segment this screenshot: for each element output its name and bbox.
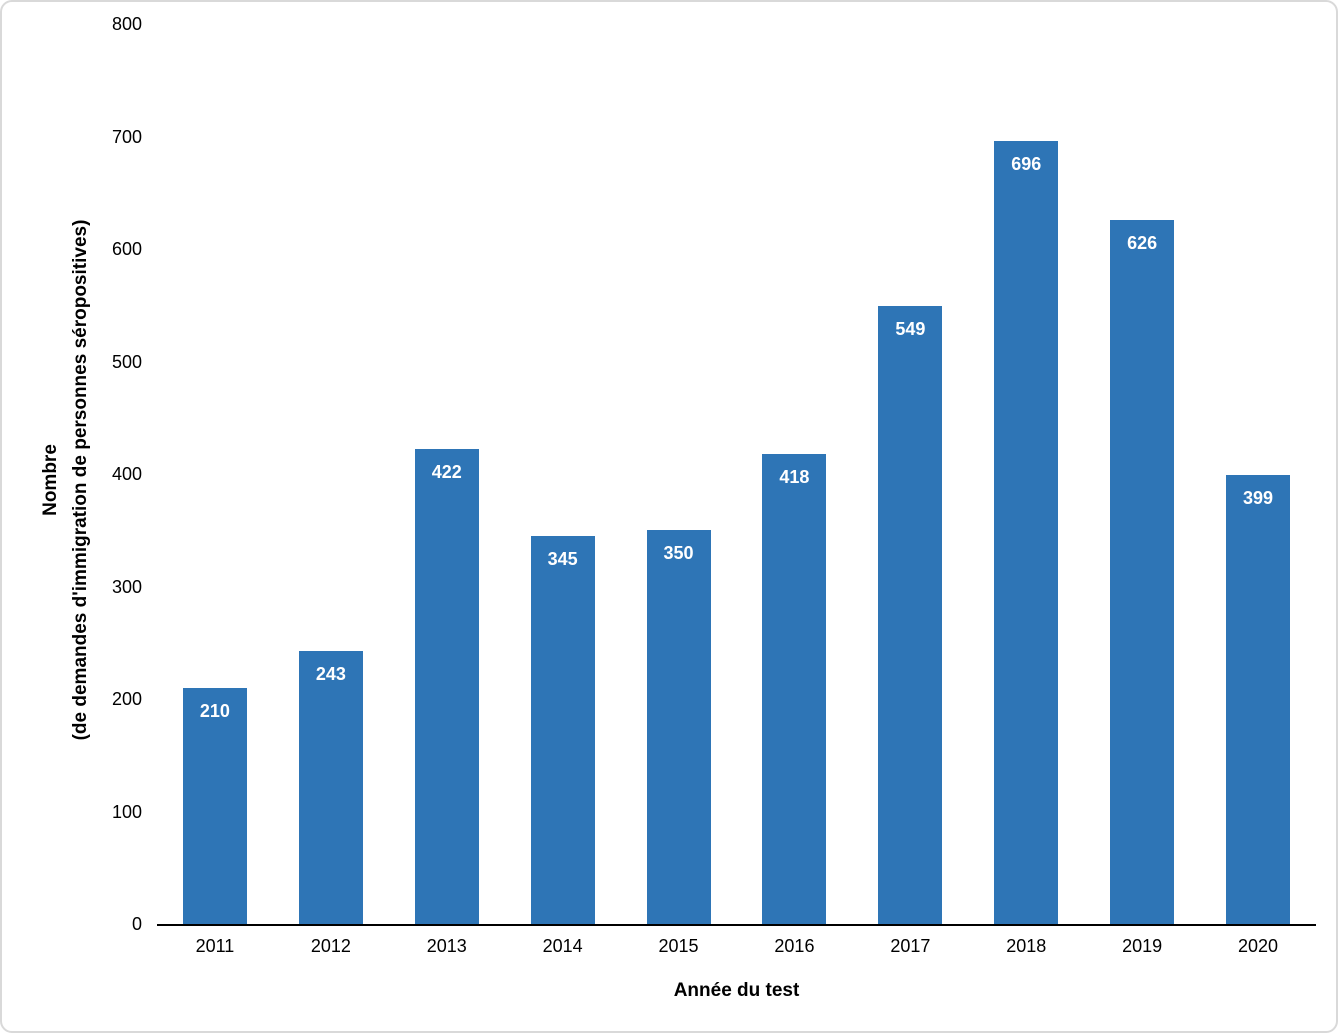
x-tick-label-2016: 2016 (774, 936, 815, 956)
y-tick-label-0: 0 (131, 914, 142, 934)
bar-2017: 549 (878, 306, 943, 924)
bar-2020: 399 (1226, 475, 1291, 924)
bar-value-label: 399 (1243, 488, 1274, 509)
plot-area: 210 243 422 345 350 418 549 696 626 399 (157, 24, 1316, 926)
x-axis-title: Année du test (673, 980, 800, 1001)
y-tick-label-600: 600 (111, 239, 142, 259)
x-tick-label-2015: 2015 (658, 936, 699, 956)
bar-value-label: 243 (315, 663, 346, 684)
bar-value-label: 210 (199, 700, 230, 721)
bar-value-label: 696 (1011, 154, 1042, 174)
bar-2015: 350 (646, 530, 711, 924)
bar-value-label: 418 (779, 466, 810, 487)
x-tick-label-2014: 2014 (542, 936, 583, 956)
bar-2018: 696 (994, 141, 1059, 924)
y-tick-label-700: 700 (111, 126, 142, 147)
x-tick-label-2017: 2017 (890, 936, 931, 956)
bar-2016: 418 (762, 453, 827, 924)
bar-value-label: 549 (895, 319, 926, 340)
x-tick-label-2012: 2012 (310, 936, 351, 956)
y-tick-label-500: 500 (111, 351, 142, 372)
bar-2019: 626 (1110, 219, 1175, 924)
x-tick-label-2020: 2020 (1238, 936, 1279, 956)
bar-2014: 345 (530, 535, 595, 924)
y-tick-label-200: 200 (111, 689, 142, 709)
x-tick-label-2018: 2018 (1006, 936, 1047, 956)
bar-2011: 210 (182, 687, 247, 924)
y-tick-label-400: 400 (111, 464, 142, 484)
bar-value-label: 345 (547, 548, 578, 569)
y-tick-label-300: 300 (111, 576, 142, 597)
x-tick-label-2019: 2019 (1122, 936, 1163, 956)
bar-2012: 243 (298, 650, 363, 924)
x-tick-label-2013: 2013 (426, 936, 467, 956)
bar-2013: 422 (414, 449, 479, 924)
bar-value-label: 350 (663, 543, 694, 564)
y-tick-label-800: 800 (111, 14, 142, 34)
bar-value-label: 422 (431, 462, 462, 483)
bar-value-label: 626 (1127, 232, 1158, 253)
x-tick-label-2011: 2011 (195, 936, 235, 956)
y-tick-label-100: 100 (111, 801, 142, 822)
